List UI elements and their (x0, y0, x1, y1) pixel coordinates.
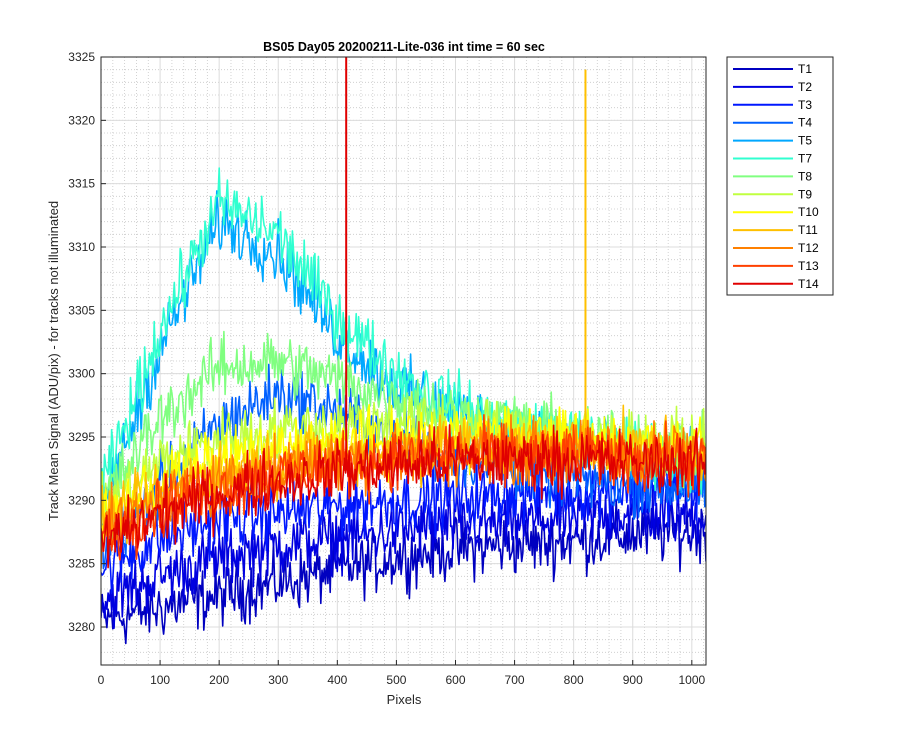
y-tick-label: 3305 (68, 303, 95, 317)
x-tick-label: 700 (505, 673, 525, 687)
x-tick-label: 100 (150, 673, 170, 687)
y-tick-label: 3310 (68, 240, 95, 254)
legend-label-t5: T5 (798, 134, 812, 148)
legend-label-t13: T13 (798, 259, 819, 273)
legend-label-t4: T4 (798, 116, 812, 130)
y-axis: 3280 3285 3290 3295 3300 3305 3310 3315 3320 3325 (68, 50, 106, 634)
x-tick-label: 600 (445, 673, 465, 687)
x-tick-label: 800 (564, 673, 584, 687)
series-t14-line (101, 424, 706, 569)
x-tick-label: 400 (327, 673, 347, 687)
y-tick-label: 3295 (68, 430, 95, 444)
legend-label-t2: T2 (798, 80, 812, 94)
series-t2-line (101, 480, 706, 629)
y-tick-label: 3300 (68, 367, 95, 381)
legend-label-t1: T1 (798, 62, 812, 76)
x-tick-label: 200 (209, 673, 229, 687)
y-tick-label: 3315 (68, 177, 95, 191)
y-tick-label: 3325 (68, 50, 95, 64)
x-tick-label: 0 (98, 673, 105, 687)
x-axis-label: Pixels (387, 692, 422, 707)
legend-label-t8: T8 (798, 169, 812, 183)
x-axis: 0 100 200 300 400 500 600 700 800 900 1000 (98, 660, 705, 687)
series-layer (101, 57, 706, 645)
legend-label-t10: T10 (798, 205, 819, 219)
plot-frame (100, 56, 707, 666)
y-axis-label: Track Mean Signal (ADU/pix) - for tracks… (46, 201, 61, 521)
y-tick-label: 3285 (68, 557, 95, 571)
x-tick-label: 1000 (678, 673, 705, 687)
y-tick-label: 3280 (68, 620, 95, 634)
y-tick-label: 3290 (68, 493, 95, 507)
legend-label-t9: T9 (798, 187, 812, 201)
legend-label-t11: T11 (798, 223, 818, 237)
legend-label-t14: T14 (798, 277, 819, 291)
y-tick-label: 3320 (68, 113, 95, 127)
x-tick-label: 900 (623, 673, 643, 687)
legend: T1 T2 T3 T4 T5 T7 T8 T9 T10 T11 T12 T13 T14 (726, 56, 834, 296)
x-tick-label: 500 (386, 673, 406, 687)
legend-label-t3: T3 (798, 98, 812, 112)
chart-title: BS05 Day05 20200211-Lite-036 int time = … (263, 40, 545, 54)
legend-label-t7: T7 (798, 152, 812, 166)
legend-label-t12: T12 (798, 241, 819, 255)
x-tick-label: 300 (268, 673, 288, 687)
